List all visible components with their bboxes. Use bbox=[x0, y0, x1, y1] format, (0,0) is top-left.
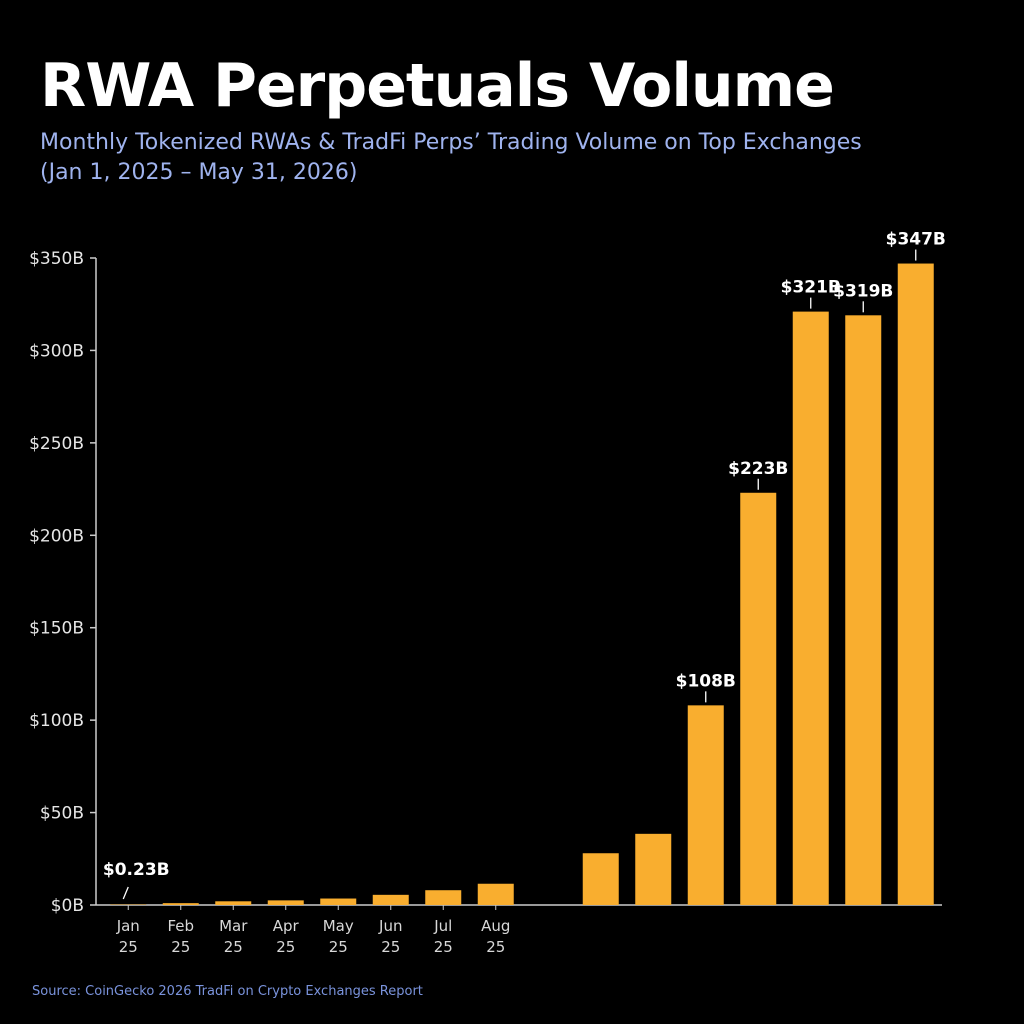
bar bbox=[635, 833, 672, 905]
bar bbox=[162, 903, 199, 905]
data-label: $223B bbox=[728, 459, 788, 479]
y-tick-label: $0B bbox=[51, 896, 84, 916]
x-tick-label: Jan 25 bbox=[116, 917, 140, 956]
bar bbox=[372, 894, 409, 905]
y-tick-label: $50B bbox=[40, 804, 84, 824]
y-tick-label: $250B bbox=[29, 434, 84, 454]
data-label: $0.23B bbox=[103, 860, 170, 880]
bar bbox=[897, 263, 934, 905]
data-label: $347B bbox=[886, 230, 946, 250]
subtitle-line-2: (Jan 1, 2025 – May 31, 2026) bbox=[40, 160, 358, 185]
chart-subtitle: Monthly Tokenized RWAs & TradFi Perps’ T… bbox=[40, 128, 862, 188]
bar bbox=[267, 900, 304, 905]
x-tick-label: Jun 25 bbox=[378, 917, 402, 956]
x-tick-label: May 25 bbox=[323, 917, 354, 956]
bar bbox=[425, 890, 462, 905]
data-label: $319B bbox=[833, 281, 893, 301]
bar bbox=[792, 311, 829, 905]
x-tick-label: Feb 25 bbox=[167, 917, 194, 956]
bar bbox=[477, 883, 514, 905]
bar bbox=[740, 492, 777, 905]
y-tick-label: $200B bbox=[29, 526, 84, 546]
bar bbox=[215, 901, 252, 905]
x-tick-label: Aug 25 bbox=[481, 917, 510, 956]
bar bbox=[320, 898, 357, 905]
x-tick-label: Mar 25 bbox=[219, 917, 248, 956]
source-note: Source: CoinGecko 2026 TradFi on Crypto … bbox=[32, 984, 423, 999]
y-tick-label: $100B bbox=[29, 711, 84, 731]
x-tick-label: Apr 25 bbox=[273, 917, 300, 956]
bar bbox=[845, 315, 882, 905]
bar bbox=[687, 705, 724, 905]
subtitle-line-1: Monthly Tokenized RWAs & TradFi Perps’ T… bbox=[40, 130, 862, 155]
x-tick-label: Jul 25 bbox=[433, 917, 453, 956]
bar bbox=[582, 853, 619, 905]
data-label-leader bbox=[122, 886, 129, 900]
data-label: $321B bbox=[781, 278, 841, 298]
chart-title: RWA Perpetuals Volume bbox=[40, 51, 835, 121]
data-label: $108B bbox=[676, 671, 736, 691]
y-tick-label: $350B bbox=[29, 249, 84, 269]
y-tick-label: $150B bbox=[29, 619, 84, 639]
y-tick-label: $300B bbox=[29, 341, 84, 361]
